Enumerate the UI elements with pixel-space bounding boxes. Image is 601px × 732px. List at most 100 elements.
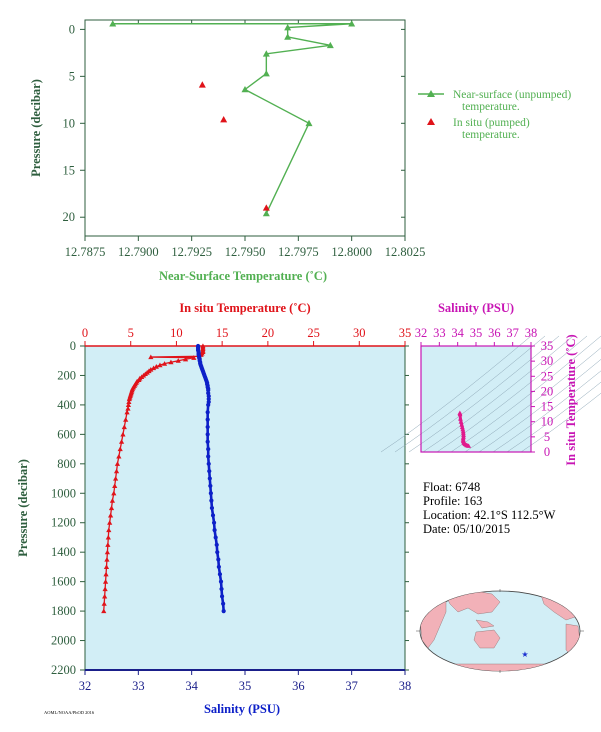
temperature-tick-label: 0 bbox=[82, 326, 88, 340]
unpumped-temperature-point bbox=[305, 119, 313, 127]
ts-points bbox=[457, 410, 472, 448]
map-europe-landmass bbox=[425, 591, 457, 601]
pressure-tick-label: 0 bbox=[70, 339, 76, 353]
temperature-point bbox=[117, 446, 123, 452]
legend-marker-pumped bbox=[427, 118, 435, 125]
map-graticule bbox=[416, 589, 584, 673]
ts-y-tick-label: 20 bbox=[541, 384, 554, 398]
temperature-axis-label: In situ Temperature (˚C) bbox=[179, 301, 310, 315]
salinity-profile bbox=[195, 343, 226, 614]
temperature-point bbox=[109, 498, 116, 503]
ts-density-contour bbox=[506, 381, 601, 453]
temperature-tick-label: 5 bbox=[128, 326, 134, 340]
salinity-point bbox=[212, 527, 217, 533]
location: Location: 42.1°S 112.5°W bbox=[423, 508, 556, 522]
map-australia-landmass bbox=[473, 629, 501, 649]
ts-point bbox=[459, 422, 465, 427]
top-x-tick-label: 12.7950 bbox=[225, 245, 266, 259]
temperature-point bbox=[191, 355, 197, 360]
salinity-point bbox=[207, 469, 212, 474]
salinity-point bbox=[221, 601, 226, 606]
unpumped-temperature-point bbox=[262, 50, 270, 57]
ts-x-tick-label: 35 bbox=[470, 326, 483, 340]
salinity-tick-label: 33 bbox=[132, 679, 145, 693]
credit-text: AOML/NOAA/PhOD 2016 bbox=[44, 710, 95, 715]
temperature-point bbox=[106, 527, 112, 533]
temperature-point bbox=[104, 556, 110, 562]
temperature-point bbox=[105, 534, 111, 540]
ts-x-tick-label: 37 bbox=[506, 326, 519, 340]
ts-y-axis-label: In situ Temperature (˚C) bbox=[564, 334, 578, 465]
unpumped-temperature-point bbox=[109, 20, 117, 27]
pressure-tick-label: 400 bbox=[57, 398, 76, 412]
salinity-point bbox=[205, 410, 210, 415]
temperature-point bbox=[101, 601, 107, 606]
float-info: Float: 6748 Profile: 163 Location: 42.1°… bbox=[423, 480, 556, 536]
world-map: ★ bbox=[416, 589, 584, 673]
temperature-tick-label: 15 bbox=[216, 326, 229, 340]
temperature-tick-label: 25 bbox=[307, 326, 320, 340]
unpumped-temperature-point bbox=[284, 24, 292, 31]
temperature-point bbox=[121, 424, 127, 430]
ts-density-contour bbox=[380, 335, 532, 453]
float-id: Float: 6748 bbox=[423, 480, 480, 494]
ts-density-contour bbox=[394, 335, 546, 453]
top-x-tick-label: 12.8025 bbox=[385, 245, 426, 259]
pressure-tick-label: 1600 bbox=[51, 575, 76, 589]
salinity-tick-label: 37 bbox=[345, 679, 358, 693]
unpumped-temperature-point bbox=[262, 209, 270, 217]
pumped-temperature-point bbox=[262, 204, 270, 211]
temperature-point bbox=[103, 564, 110, 569]
top-y-tick-label: 10 bbox=[63, 116, 76, 130]
unpumped-temperature-point bbox=[348, 20, 356, 27]
top-x-tick-label: 12.7900 bbox=[118, 245, 159, 259]
unpumped-temperature-point bbox=[284, 33, 292, 40]
salinity-point bbox=[205, 439, 210, 444]
pressure-tick-label: 1400 bbox=[51, 545, 76, 559]
ts-point bbox=[466, 443, 472, 448]
top-y-tick-label: 20 bbox=[63, 210, 76, 224]
salinity-point bbox=[206, 393, 211, 399]
temperature-point bbox=[182, 356, 189, 362]
temperature-point bbox=[113, 475, 119, 481]
salinity-point bbox=[216, 557, 221, 562]
pressure-tick-label: 200 bbox=[57, 368, 76, 382]
salinity-axis-label: Salinity (PSU) bbox=[204, 702, 280, 716]
pressure-tick-label: 2000 bbox=[51, 634, 76, 648]
salinity-point bbox=[209, 505, 215, 511]
legend-label-pumped-2: temperature. bbox=[462, 129, 520, 141]
salinity-point bbox=[206, 461, 211, 466]
profile-axis-ticks: 0 5 10 15 20 25 30 35 32 33 34 35 36 37 38 0 200 400 600 80… bbox=[51, 326, 411, 693]
ts-plot-background bbox=[421, 346, 531, 452]
ts-density-contour bbox=[422, 335, 574, 453]
ts-y-tick-label: 30 bbox=[541, 354, 554, 368]
ts-point bbox=[460, 426, 466, 432]
salinity-point bbox=[221, 608, 226, 614]
map-south-america-landmass bbox=[565, 623, 580, 657]
float-location-marker: ★ bbox=[521, 650, 528, 659]
temperature-tick-label: 30 bbox=[353, 326, 366, 340]
salinity-point bbox=[205, 424, 210, 430]
salinity-point bbox=[208, 483, 213, 489]
temperature-point bbox=[102, 593, 108, 599]
salinity-point bbox=[207, 476, 212, 481]
ts-density-contour bbox=[436, 335, 588, 453]
temperature-point bbox=[116, 453, 122, 459]
ts-point bbox=[458, 419, 464, 424]
ts-y-tick-label: 15 bbox=[541, 400, 554, 414]
temperature-point bbox=[104, 549, 110, 555]
top-plot-frame bbox=[84, 19, 406, 237]
ts-y-tick-label: 25 bbox=[541, 369, 554, 383]
temperature-point bbox=[113, 468, 120, 474]
salinity-point bbox=[213, 535, 218, 540]
temperature-point bbox=[120, 431, 126, 437]
top-x-tick-label: 12.7875 bbox=[65, 245, 106, 259]
ts-point bbox=[458, 416, 463, 421]
temperature-point bbox=[161, 361, 168, 366]
salinity-point bbox=[210, 513, 216, 518]
temperature-point bbox=[126, 396, 132, 402]
pressure-tick-label: 800 bbox=[57, 457, 76, 471]
ts-y-tick-label: 10 bbox=[541, 415, 554, 429]
